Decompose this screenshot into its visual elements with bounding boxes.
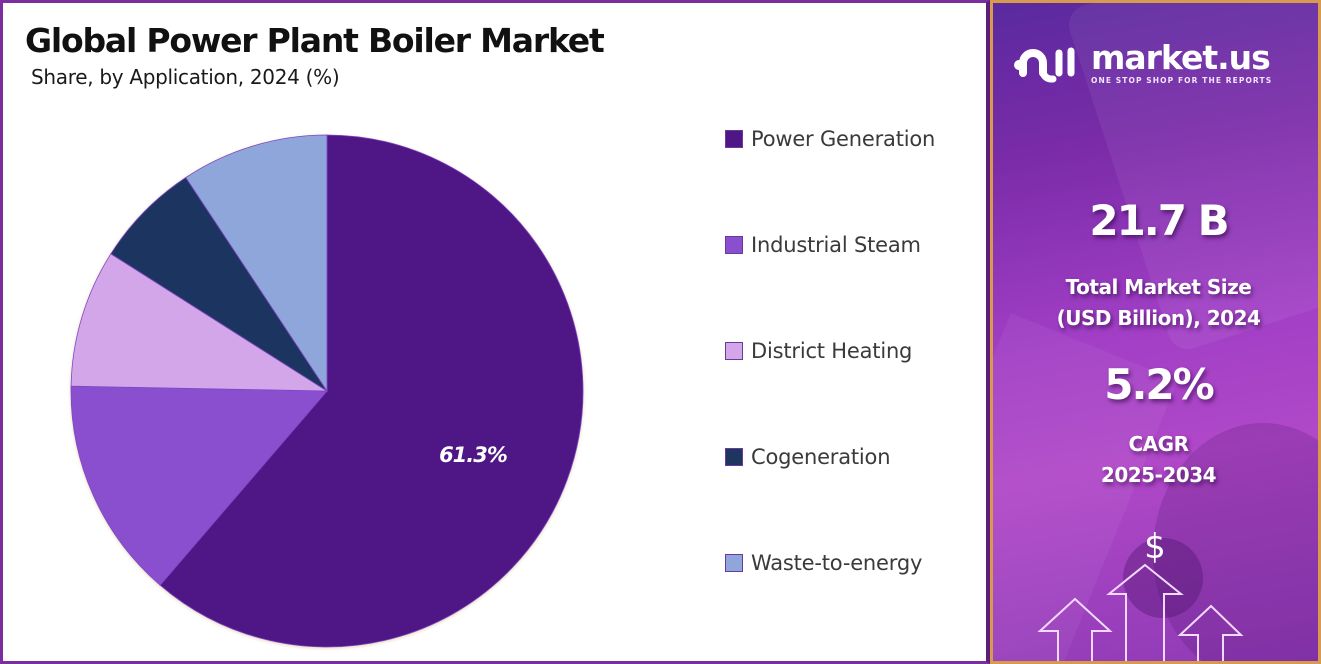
market-us-logo-icon xyxy=(1014,47,1075,83)
chart-panel: Global Power Plant Boiler Market Share, … xyxy=(0,0,990,664)
legend-label: Cogeneration xyxy=(751,445,891,469)
market-size-label-line2: (USD Billion), 2024 xyxy=(1056,306,1261,330)
brand-name: market.us xyxy=(1091,38,1271,77)
legend-item-cogeneration: Cogeneration xyxy=(725,445,891,469)
chart-title: Global Power Plant Boiler Market xyxy=(25,21,605,60)
pie-slice-district-heating xyxy=(70,253,329,392)
legend-label: Waste-to-energy xyxy=(751,551,923,575)
legend-item-district-heating: District Heating xyxy=(725,339,912,363)
cagr-label-line2: 2025-2034 xyxy=(1100,463,1217,487)
legend-swatch xyxy=(725,236,743,254)
legend-item-industrial-steam: Industrial Steam xyxy=(725,233,921,257)
legend-label: District Heating xyxy=(751,339,913,363)
brand-logo: market.us ONE STOP SHOP FOR THE REPORTS xyxy=(1013,41,1272,85)
growth-arrows-icon: $ xyxy=(1037,527,1244,661)
cagr-label-line1: CAGR xyxy=(1128,432,1189,456)
pie-chart: 61.3% xyxy=(70,134,584,648)
pie-slice-industrial-steam xyxy=(70,385,328,586)
legend-swatch xyxy=(725,342,743,360)
pie-data-label: 61.3% xyxy=(439,443,507,467)
market-size-value: 21.7 B xyxy=(1089,196,1229,245)
pie-slice-power-generation xyxy=(159,134,584,648)
market-size-label-line1: Total Market Size xyxy=(1065,275,1252,299)
legend-item-waste-to-energy: Waste-to-energy xyxy=(725,551,922,575)
legend-swatch xyxy=(725,448,743,466)
brand-tagline: ONE STOP SHOP FOR THE REPORTS xyxy=(1091,76,1273,85)
legend-item-power-generation: Power Generation xyxy=(725,127,935,151)
cagr-value: 5.2% xyxy=(1104,360,1214,409)
legend-swatch xyxy=(725,130,743,148)
chart-subtitle: Share, by Application, 2024 (%) xyxy=(31,65,340,89)
pie-slice-cogeneration xyxy=(110,176,328,392)
summary-sidebar: market.us ONE STOP SHOP FOR THE REPORTS … xyxy=(990,0,1321,664)
legend-label: Industrial Steam xyxy=(751,233,921,257)
legend-label: Power Generation xyxy=(751,127,936,151)
dollar-icon: $ xyxy=(1144,527,1166,567)
pie-slice-waste-to-energy xyxy=(185,134,328,393)
legend-swatch xyxy=(725,554,743,572)
